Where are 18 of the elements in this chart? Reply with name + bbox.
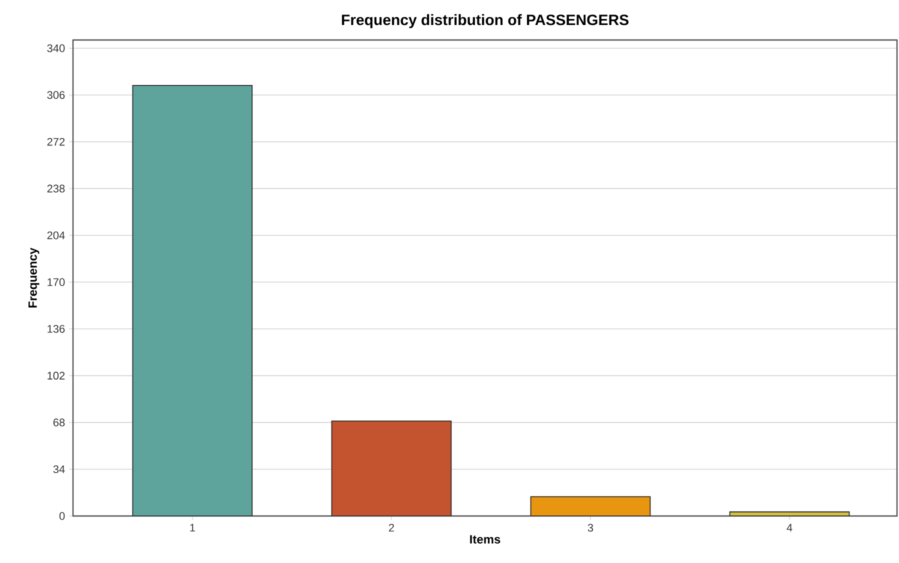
y-tick-label: 170 xyxy=(48,278,65,286)
x-axis-title: Items xyxy=(470,535,500,544)
chart-title: Frequency distribution of PASSENGERS xyxy=(342,14,628,28)
y-tick-label: 340 xyxy=(47,44,65,52)
y-tick-label: 238 xyxy=(47,184,65,192)
y-tick-label: 204 xyxy=(47,231,65,240)
x-tick-label: 4 xyxy=(786,524,792,532)
y-tick-label: 102 xyxy=(48,372,65,380)
y-tick-label: 68 xyxy=(53,418,65,426)
x-tick-label: 3 xyxy=(588,524,594,532)
y-tick-label: 136 xyxy=(48,325,65,333)
y-axis-title: Frequency xyxy=(28,248,40,308)
y-tick-label: 272 xyxy=(47,138,65,146)
x-tick-label: 1 xyxy=(190,524,195,532)
x-tick-label: 2 xyxy=(388,524,394,532)
y-tick-label: 0 xyxy=(59,512,65,520)
y-tick-label: 34 xyxy=(53,465,65,474)
y-tick-label: 306 xyxy=(47,91,65,99)
